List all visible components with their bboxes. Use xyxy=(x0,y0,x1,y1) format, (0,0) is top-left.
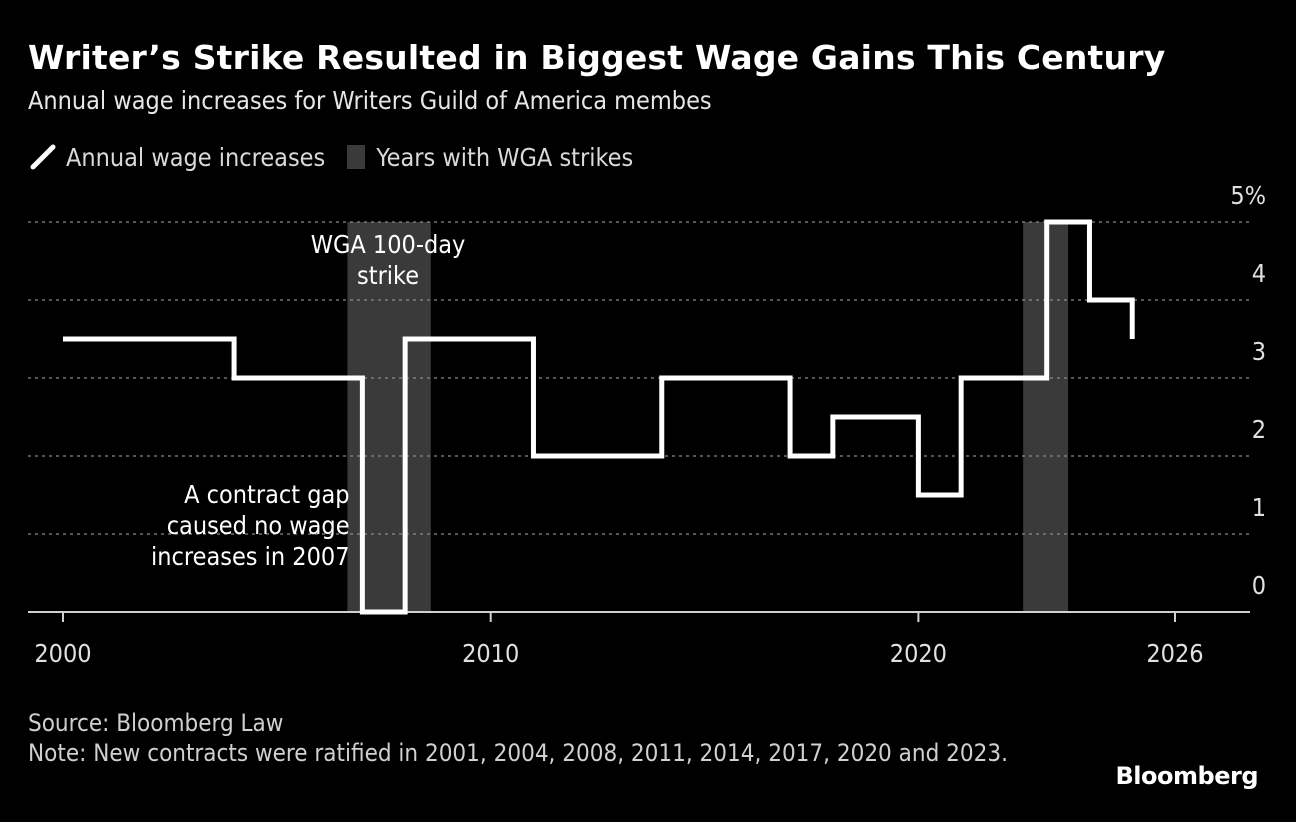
legend-item-wage: Annual wage increases xyxy=(28,142,325,172)
legend-item-strike: Years with WGA strikes xyxy=(347,143,633,172)
bloomberg-logo: Bloomberg xyxy=(1115,762,1259,790)
annotation-1-line-1: caused no wage xyxy=(167,511,350,540)
annotation-0-line-1: strike xyxy=(357,261,419,290)
source-text: Source: Bloomberg Law xyxy=(28,709,284,737)
note-text: Note: New contracts were ratified in 200… xyxy=(28,739,1008,767)
legend-label-wage: Annual wage increases xyxy=(66,142,326,172)
y-tick-label-5: 5% xyxy=(1230,181,1266,210)
x-tick-label-1: 2010 xyxy=(462,639,519,668)
chart-subtitle: Annual wage increases for Writers Guild … xyxy=(28,86,712,115)
annotation-0-line-0: WGA 100-day xyxy=(311,230,466,259)
y-tick-label-3: 3 xyxy=(1252,337,1266,366)
x-tick-label-2: 2020 xyxy=(890,639,947,668)
legend-label-strike: Years with WGA strikes xyxy=(376,142,634,172)
y-tick-label-0: 0 xyxy=(1252,571,1266,600)
strike-swatch-icon xyxy=(347,145,366,169)
y-tick-label-1: 1 xyxy=(1252,493,1266,522)
chart-title: Writer’s Strike Resulted in Biggest Wage… xyxy=(28,38,1166,77)
annotation-1: A contract gap caused no wage increases in… xyxy=(151,480,350,571)
legend: Annual wage increases Years with WGA str… xyxy=(28,142,655,172)
x-tick-label-0: 2000 xyxy=(34,639,91,668)
series-line-0 xyxy=(63,219,1135,615)
annotation-1-line-2: increases in 2007 xyxy=(151,542,350,571)
y-tick-label-2: 2 xyxy=(1252,415,1266,444)
footer: Source: Bloomberg Law Note: New contract… xyxy=(28,708,1028,768)
annotation-0: WGA 100-day strike xyxy=(311,230,466,290)
y-tick-label-4: 4 xyxy=(1252,259,1266,288)
annotation-1-line-0: A contract gap xyxy=(184,480,349,509)
line-swatch-icon xyxy=(30,144,56,170)
x-tick-label-3: 2026 xyxy=(1146,639,1203,668)
